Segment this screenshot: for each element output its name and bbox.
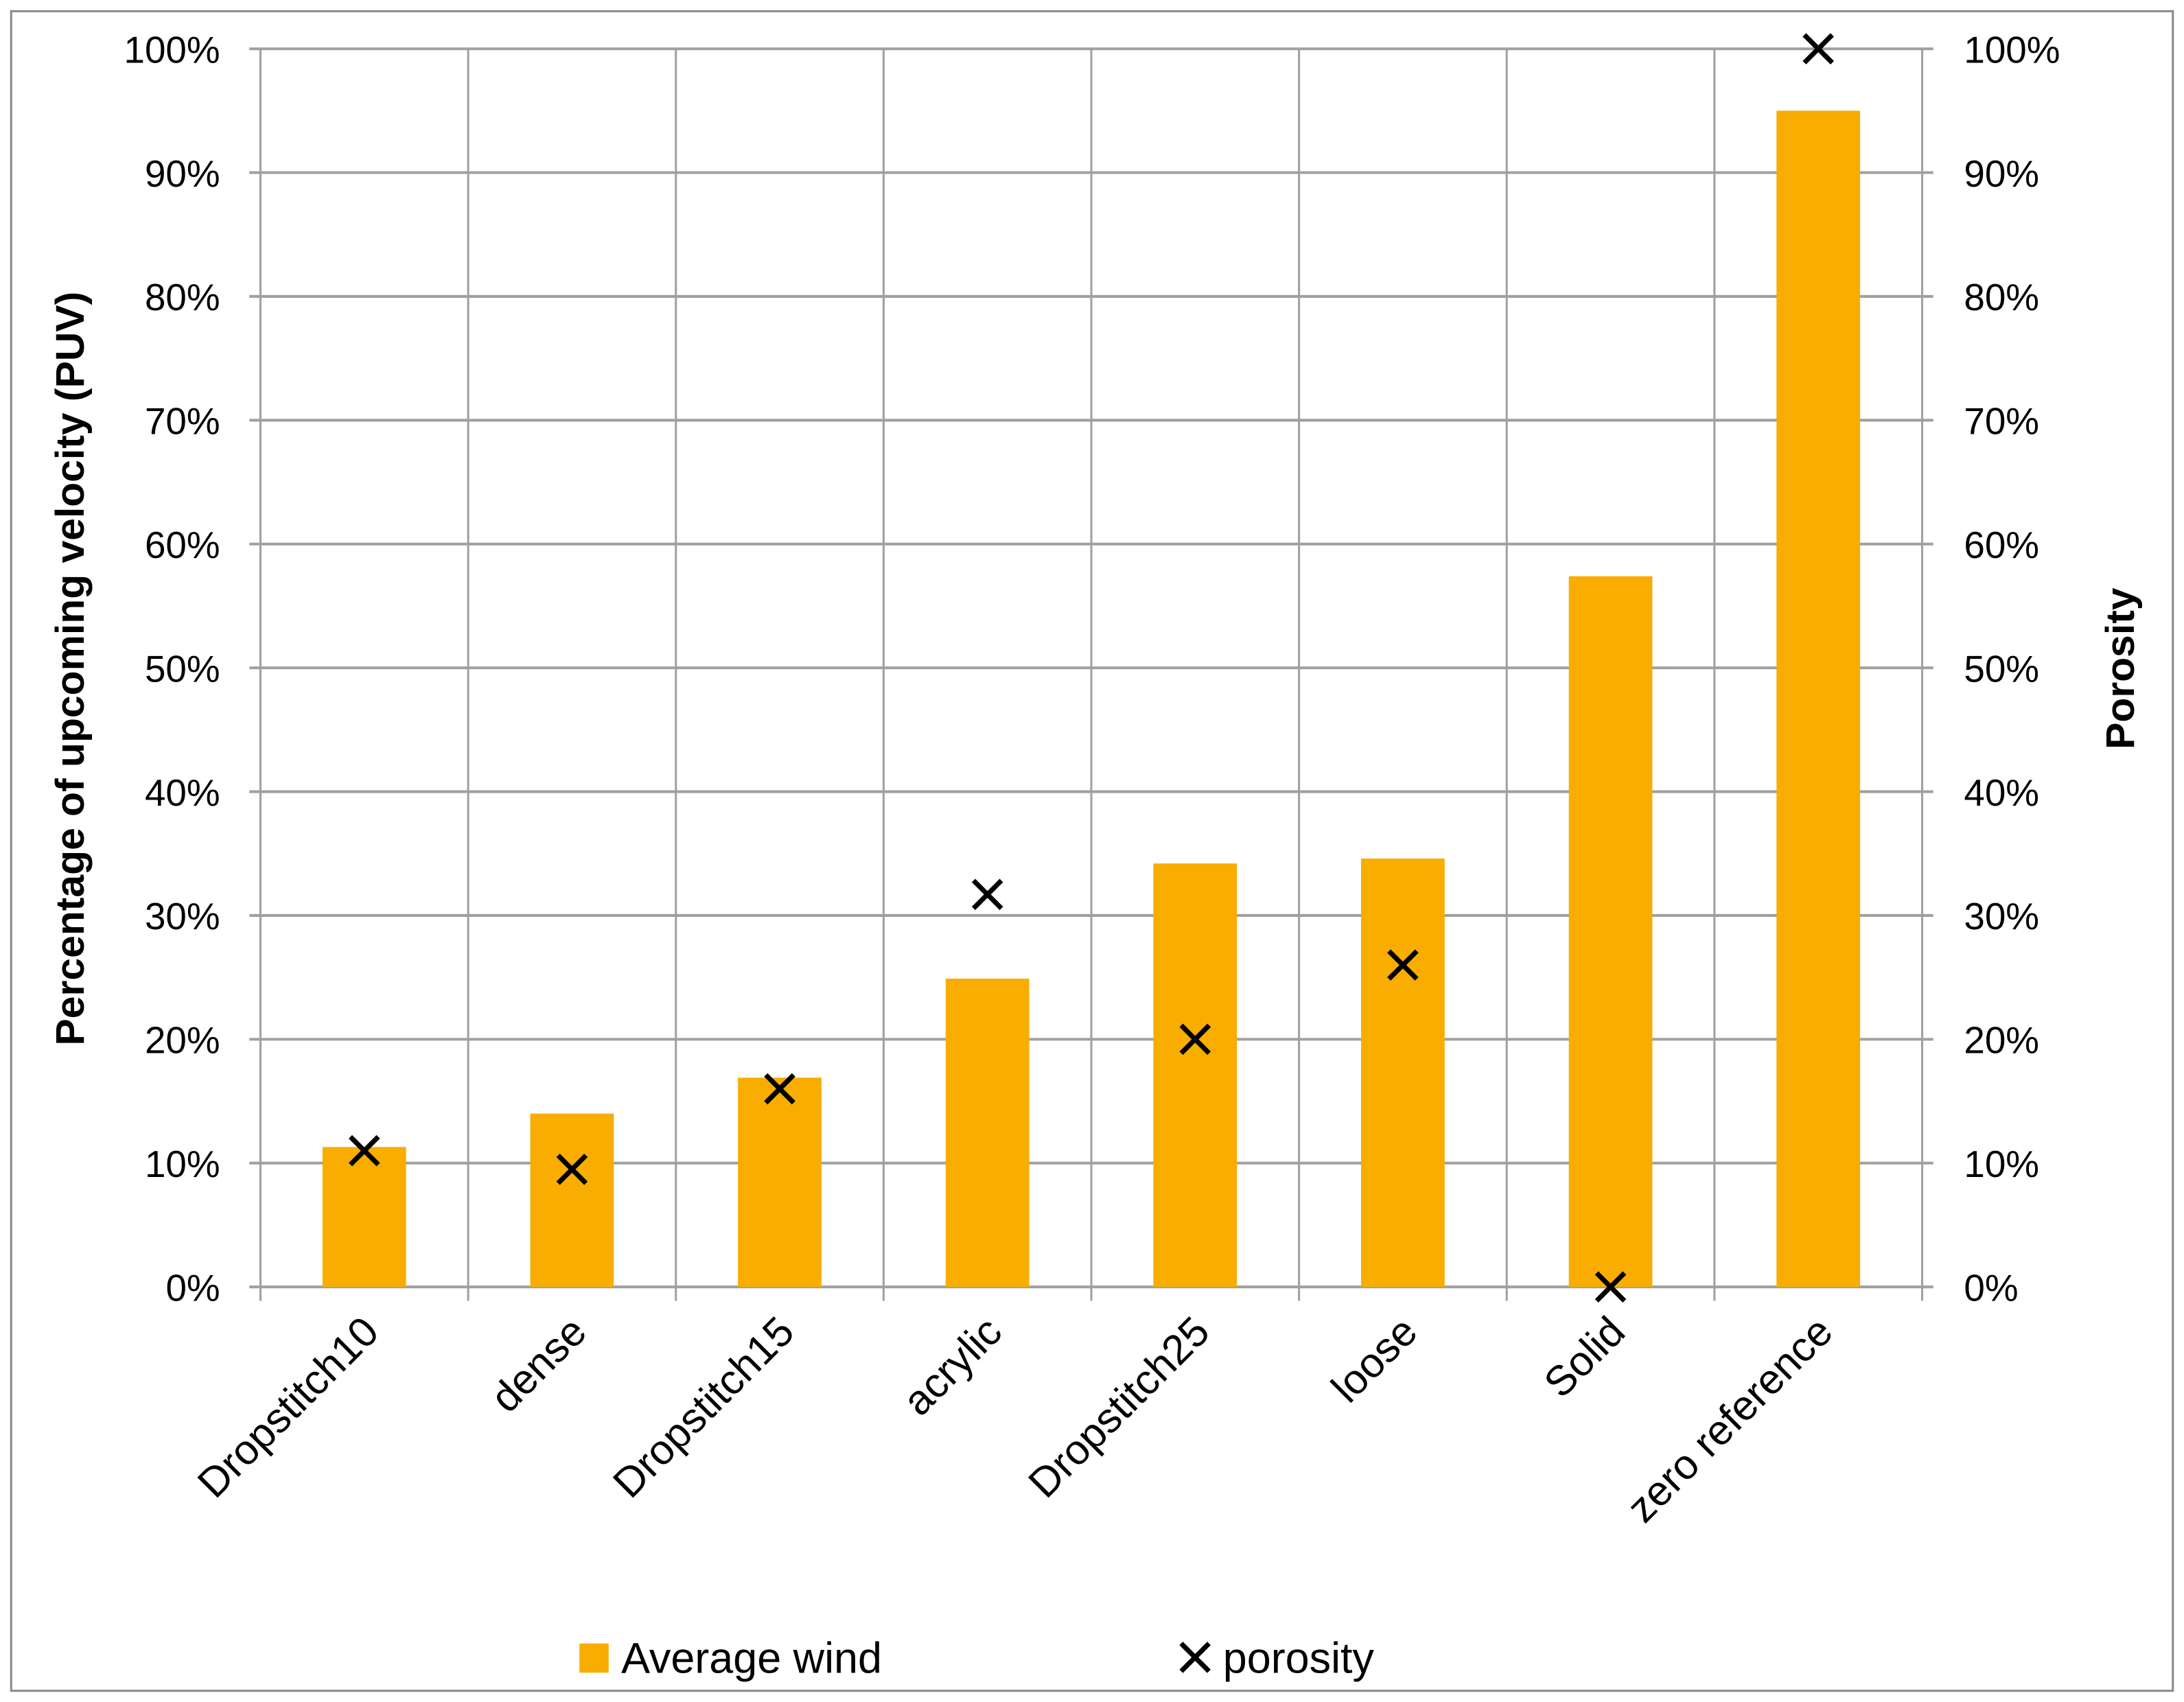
y-tick-label: 20%	[145, 1019, 220, 1062]
bar-acrylic	[945, 978, 1030, 1287]
porosity-marker	[971, 878, 1003, 911]
y2-axis-title: Porosity	[2098, 587, 2143, 749]
y-tick-label: 40%	[145, 771, 220, 814]
bar-dropstitch15	[738, 1077, 822, 1287]
y2-tick-label: 40%	[1964, 771, 2039, 814]
y2-tick-label: 90%	[1964, 152, 2039, 195]
y2-tick-label: 80%	[1964, 276, 2039, 318]
y2-tick-label: 20%	[1964, 1019, 2039, 1062]
porosity-marker	[1594, 1271, 1627, 1303]
legend-label-average-wind: Average wind	[621, 1634, 882, 1682]
tick-labels: 0% 10% 20% 30% 40% 50% 60% 70% 80% 90% 100% 0% 10% 20…	[124, 28, 2060, 1309]
porosity-marker	[556, 1153, 588, 1185]
porosity-marker	[1802, 33, 1834, 65]
porosity-markers	[348, 33, 1834, 1303]
y2-tick-label: 30%	[1964, 895, 2039, 937]
bar-dropstitch25	[1153, 863, 1238, 1287]
y-tick-label: 80%	[145, 276, 220, 318]
porosity-marker	[1387, 949, 1419, 981]
y2-tick-label: 50%	[1964, 647, 2039, 690]
porosity-marker	[764, 1073, 795, 1105]
y2-tick-label: 60%	[1964, 524, 2039, 566]
y2-tick-label: 100%	[1964, 28, 2060, 71]
porosity-marker	[348, 1134, 380, 1167]
legend-swatch-average-wind	[579, 1643, 609, 1673]
y-tick-label: 0%	[165, 1266, 220, 1309]
y-tick-label: 70%	[145, 400, 220, 443]
y2-tick-label: 10%	[1964, 1143, 2039, 1185]
y2-tick-label: 0%	[1964, 1266, 2018, 1309]
y-tick-label: 60%	[145, 524, 220, 566]
y-tick-label: 50%	[145, 647, 220, 690]
legend-marker-porosity	[1179, 1642, 1211, 1673]
legend-label-porosity: porosity	[1223, 1634, 1375, 1682]
bars	[322, 110, 1861, 1287]
y2-tick-label: 70%	[1964, 400, 2039, 443]
porosity-marker	[1179, 1023, 1211, 1056]
bar-loose	[1361, 858, 1445, 1287]
gridlines	[249, 47, 1933, 1301]
bar-dropstitch10	[322, 1147, 406, 1287]
bar-dense	[530, 1113, 614, 1287]
y-tick-label: 100%	[124, 28, 220, 71]
y-axis-title: Percentage of upcoming velocity (PUV)	[48, 292, 93, 1046]
bar-zero-reference	[1776, 110, 1861, 1287]
legend: Average wind porosity	[579, 1634, 1375, 1682]
y-tick-label: 30%	[145, 895, 220, 937]
bar-solid	[1568, 576, 1653, 1287]
y-tick-label: 10%	[145, 1143, 220, 1185]
y-tick-label: 90%	[145, 152, 220, 195]
